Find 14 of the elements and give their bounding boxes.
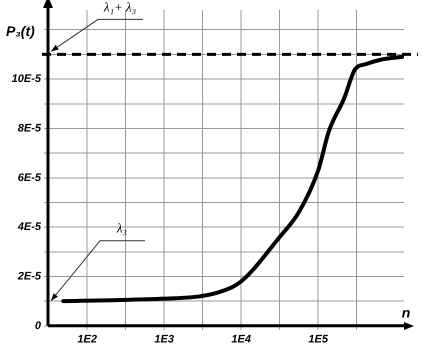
x-tick-label: 1E3 (154, 333, 174, 346)
x-tick-label: 1E2 (77, 333, 97, 346)
y-tick-label: 2E-5 (16, 270, 42, 282)
annotation: λ₃ (116, 220, 128, 236)
x-tick-label: 1E4 (231, 333, 251, 346)
y-tick-label: 4E-5 (16, 221, 42, 234)
x-tick-label: 1E5 (308, 333, 329, 346)
y-tick-label: 10E-5 (12, 73, 42, 86)
x-axis-title: n (402, 304, 410, 321)
ref-line-label: λ₁+ λ₃ (102, 0, 136, 14)
y-axis-title: P₃(t) (6, 22, 36, 39)
y-tick-label: 8E-5 (18, 122, 42, 134)
y-tick-label: 0 (34, 320, 42, 332)
y-tick-label: 6E-5 (18, 172, 42, 184)
